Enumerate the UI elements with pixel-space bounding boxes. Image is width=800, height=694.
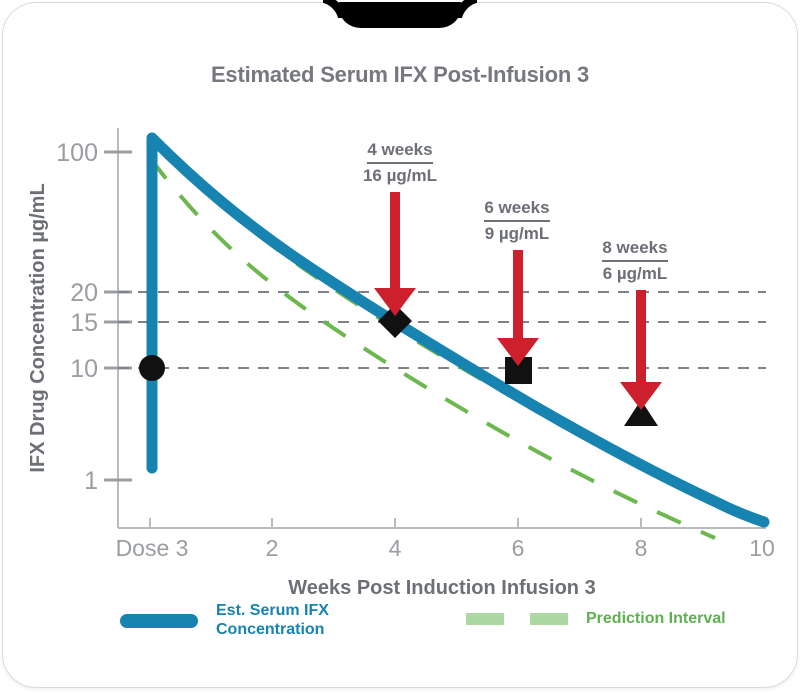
- y-axis-tick-labels: 100 20 15 10 1: [56, 139, 98, 495]
- annotation-6-weeks-title: 6 weeks: [484, 198, 550, 222]
- legend-item-prediction-interval: Prediction Interval: [466, 610, 726, 629]
- arrow-8-weeks: [620, 290, 662, 410]
- x-axis-label: Weeks Post Induction Infusion 3: [288, 577, 595, 599]
- annotation-6-weeks-value: 9 µg/mL: [484, 223, 550, 243]
- legend-dash-2: [530, 613, 568, 626]
- y-axis-label: IFX Drug Concentration µg/mL: [27, 183, 49, 472]
- y-gridlines: [118, 291, 766, 369]
- annotation-6-weeks: 6 weeks 9 µg/mL: [452, 198, 582, 244]
- y-tick-label-15: 15: [70, 309, 98, 337]
- legend-swatch-solid-blue: [120, 613, 198, 628]
- y-tick-label-1: 1: [84, 467, 98, 495]
- x-tick-label-0: Dose 3: [116, 535, 189, 561]
- page-title: Estimated Serum IFX Post-Infusion 3: [210, 62, 590, 87]
- x-tick-label-4: 4: [389, 535, 402, 561]
- annotation-8-weeks-title: 8 weeks: [602, 238, 668, 262]
- marker-8-weeks-triangle: [624, 400, 658, 426]
- legend-dash-1: [466, 613, 504, 626]
- phone-notch: [339, 2, 461, 28]
- annotation-4-weeks-title: 4 weeks: [367, 140, 433, 164]
- y-tick-label-100: 100: [56, 139, 98, 167]
- legend-swatch-dashed-green: [466, 613, 568, 626]
- marker-trough-dose3: [139, 355, 165, 381]
- x-tick-label-8: 8: [635, 535, 648, 561]
- marker-4-weeks-diamond: [378, 304, 412, 338]
- annotation-4-weeks: 4 weeks 16 µg/mL: [335, 140, 465, 186]
- annotation-arrows: [374, 192, 662, 410]
- prediction-interval-lower: [148, 156, 716, 540]
- chart-canvas: 100 20 15 10 1 IFX Drug Concentration µg…: [27, 128, 775, 599]
- arrow-6-weeks: [497, 250, 539, 366]
- x-tick-label-2: 2: [266, 535, 279, 561]
- chart-legend: Est. Serum IFX Concentration Prediction …: [0, 596, 800, 656]
- annotation-8-weeks-value: 6 µg/mL: [602, 263, 668, 283]
- x-tick-label-6: 6: [512, 535, 525, 561]
- arrow-4-weeks: [374, 192, 416, 316]
- annotation-4-weeks-value: 16 µg/mL: [362, 165, 438, 185]
- series-est-serum-ifx-concentration: [146, 132, 770, 528]
- legend-label-prediction-interval: Prediction Interval: [586, 610, 726, 627]
- y-tick-label-20: 20: [70, 279, 98, 307]
- x-tick-label-10: 10: [749, 535, 775, 561]
- legend-item-est-serum-ifx-concentration: Est. Serum IFX Concentration: [120, 602, 366, 640]
- y-tick-label-10: 10: [70, 355, 98, 383]
- annotation-8-weeks: 8 weeks 6 µg/mL: [570, 238, 700, 284]
- legend-label-est-serum-ifx-concentration: Est. Serum IFX Concentration: [216, 602, 329, 638]
- x-axis-tick-labels: Dose 3 2 4 6 8 10: [116, 535, 775, 561]
